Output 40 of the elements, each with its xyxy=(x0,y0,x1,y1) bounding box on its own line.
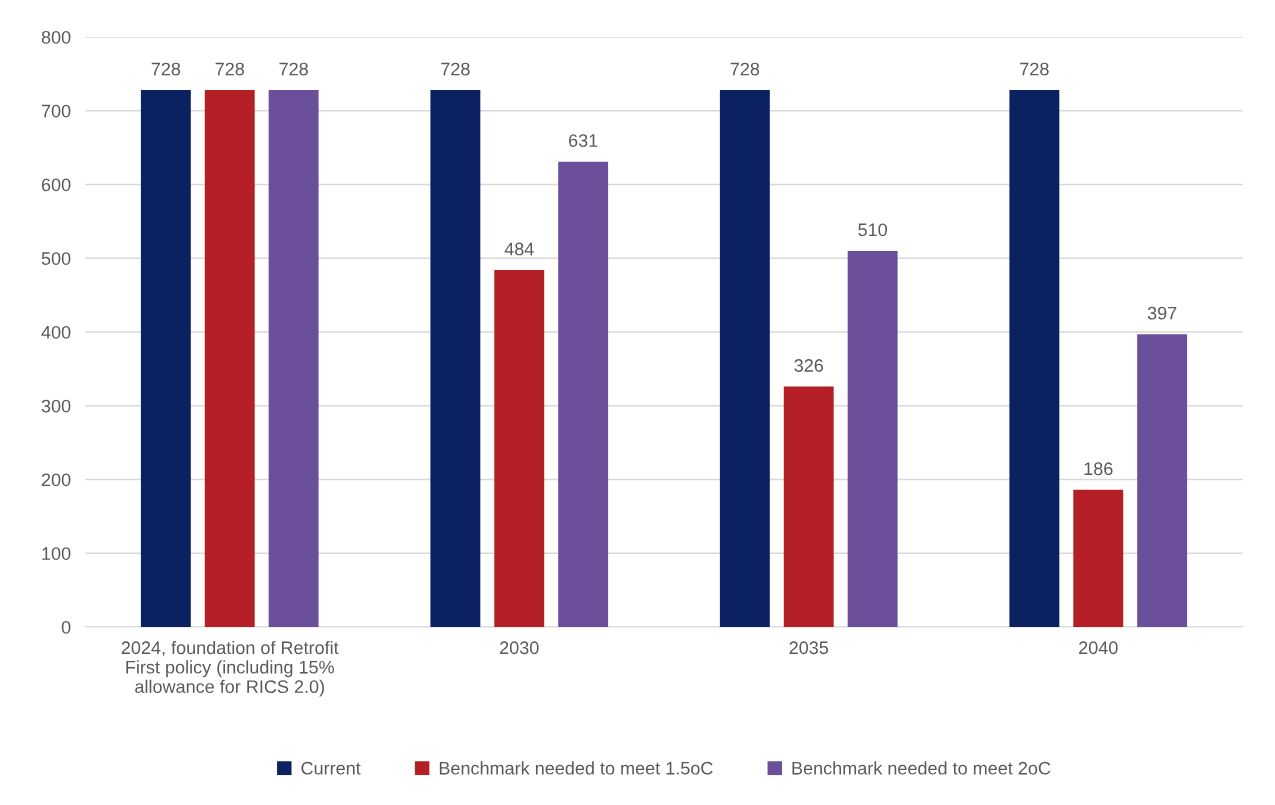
legend-label: Benchmark needed to meet 1.5oC xyxy=(439,761,713,775)
data-label: 728 xyxy=(279,62,308,76)
data-label: 728 xyxy=(730,62,760,76)
legend-label: Benchmark needed to meet 2oC xyxy=(792,761,1051,775)
x-tick-label: 2024, foundation of Retrofit First policy (including 15% allowance for RICS 2.0) xyxy=(121,640,339,697)
data-label: 728 xyxy=(151,62,181,76)
bar xyxy=(140,90,191,627)
data-label: 631 xyxy=(569,134,598,147)
y-tick-label: 400 xyxy=(41,325,71,339)
data-label: 728 xyxy=(441,62,470,76)
y-tick-label: 700 xyxy=(41,104,71,118)
bar xyxy=(204,90,255,627)
bar xyxy=(1009,90,1060,627)
legend-label: Current xyxy=(301,761,361,775)
bar xyxy=(719,90,770,627)
x-tick-label: 2040 xyxy=(1079,641,1118,655)
data-label: 728 xyxy=(215,62,245,76)
y-tick-label: 800 xyxy=(41,30,71,44)
bar xyxy=(847,250,898,627)
y-tick-label: 300 xyxy=(41,399,71,413)
data-label: 326 xyxy=(794,359,824,372)
bar xyxy=(268,90,319,627)
data-label: 484 xyxy=(504,242,534,256)
y-tick-label: 600 xyxy=(41,178,71,192)
bar xyxy=(558,161,609,627)
x-tick-label: 2035 xyxy=(789,641,829,655)
data-label: 186 xyxy=(1084,462,1113,476)
bar xyxy=(1073,489,1124,627)
bar xyxy=(430,90,481,627)
x-tick-label: 2030 xyxy=(500,641,539,655)
y-tick-label: 0 xyxy=(61,620,71,634)
data-label: 397 xyxy=(1147,306,1177,320)
y-tick-label: 100 xyxy=(42,547,71,560)
y-tick-label: 200 xyxy=(41,473,71,487)
y-tick-label: 500 xyxy=(41,252,71,265)
data-label: 728 xyxy=(1020,62,1049,76)
data-label: 510 xyxy=(858,223,887,237)
bar xyxy=(783,386,834,627)
bar xyxy=(1137,334,1188,627)
bar xyxy=(494,270,545,627)
